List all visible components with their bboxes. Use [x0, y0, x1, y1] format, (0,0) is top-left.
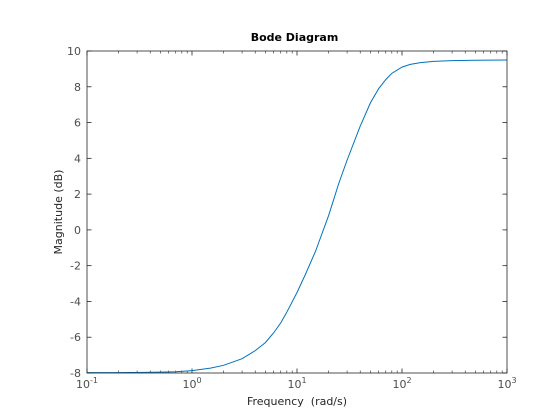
series-line — [87, 59, 508, 374]
x-tick-label: 102 — [392, 376, 411, 391]
y-tick-label: -8 — [70, 367, 81, 380]
plot-frame — [86, 50, 508, 374]
plot-area — [87, 51, 507, 373]
x-tick-labels: 10-1 100 101 102 103 — [76, 376, 517, 391]
x-tick-label: 103 — [497, 376, 516, 391]
x-axis-label: Frequency (rad/s) — [247, 395, 347, 408]
x-tick-label: 100 — [182, 376, 201, 391]
y-tick-label: -6 — [70, 331, 81, 344]
y-tick-label: 4 — [74, 152, 81, 165]
y-tick-label: 6 — [74, 117, 81, 130]
y-tick-label: -2 — [70, 260, 81, 273]
chart-title: Bode Diagram — [251, 31, 339, 44]
y-tick-label: 0 — [74, 224, 81, 237]
y-tick-label: 10 — [67, 45, 81, 58]
y-tick-label: 2 — [74, 188, 81, 201]
y-tick-labels: -8 -6 -4 -2 0 2 4 6 8 10 — [67, 45, 81, 380]
y-axis-label: Magnitude (dB) — [52, 170, 65, 255]
x-tick-label: 101 — [287, 376, 306, 391]
y-tick-label: 8 — [74, 81, 81, 94]
x-tick-label: 10-1 — [76, 376, 98, 391]
y-tick-label: -4 — [70, 295, 81, 308]
